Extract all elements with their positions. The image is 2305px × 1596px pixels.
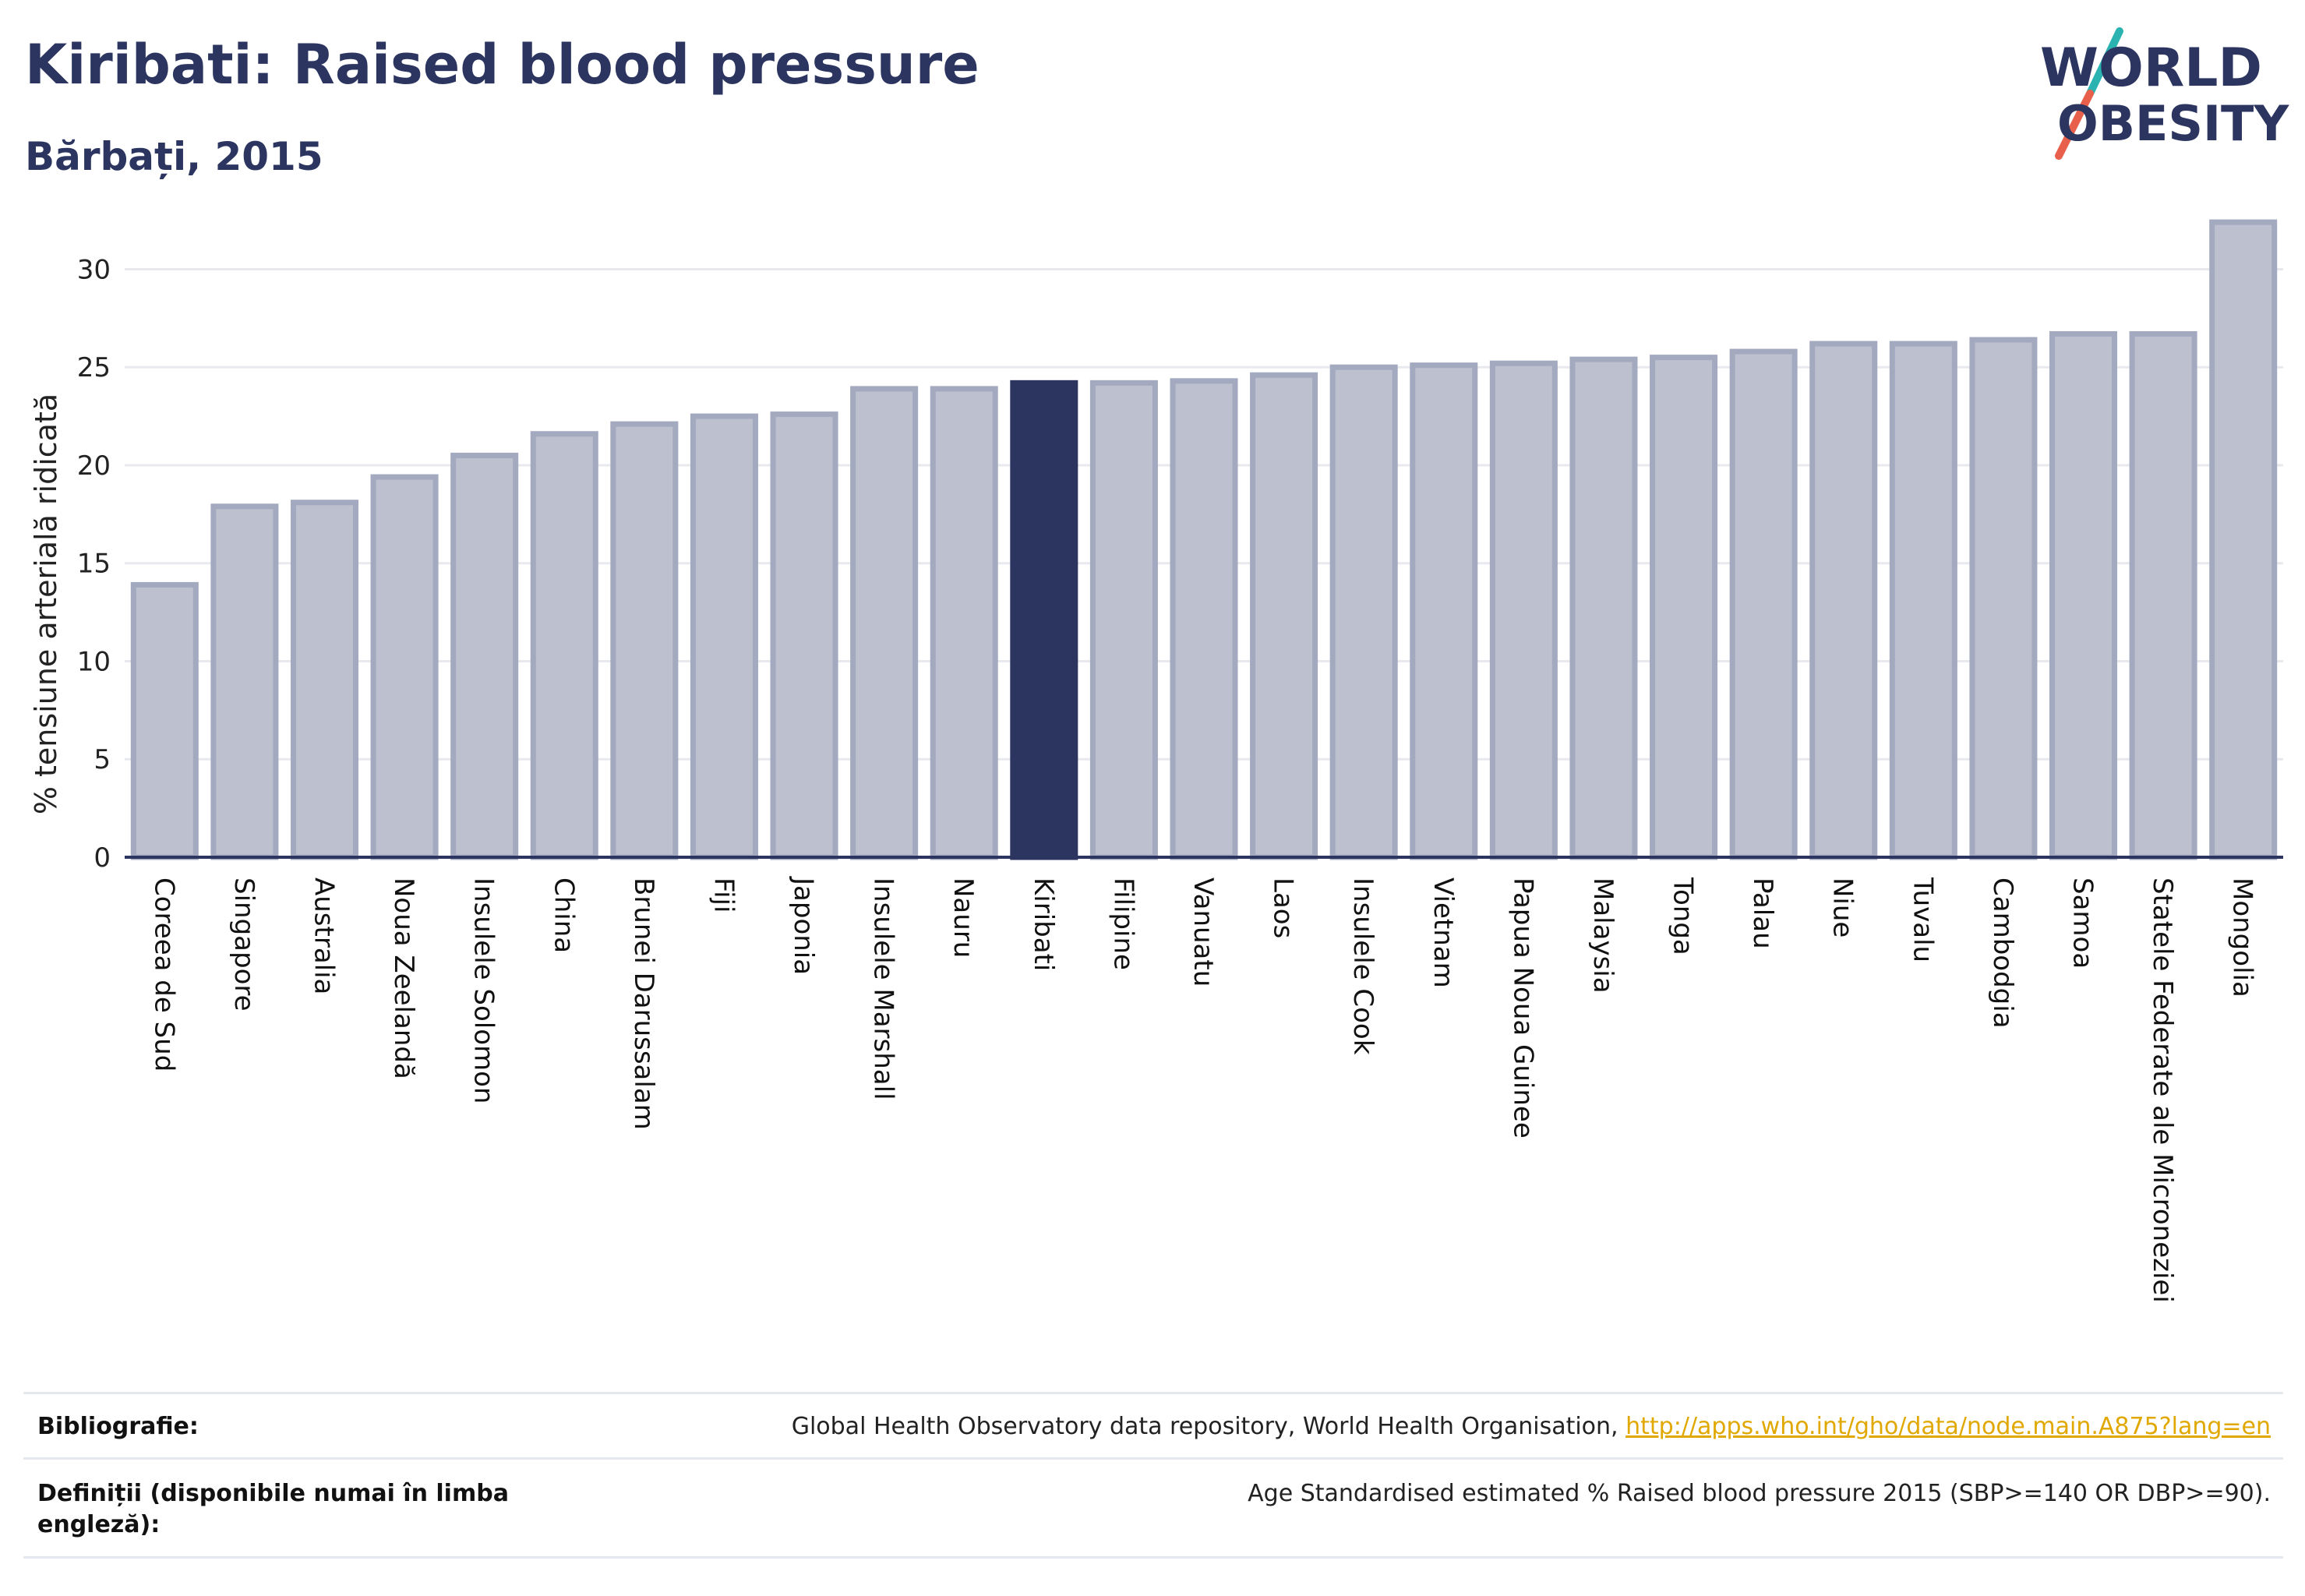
world-obesity-logo: WORLD OBESITY	[2040, 27, 2289, 160]
bar-filipine	[1089, 380, 1158, 860]
bibliography-text: Global Health Observatory data repositor…	[791, 1413, 1618, 1440]
y-tick-label: 30	[77, 254, 111, 285]
page-subtitle: Bărbați, 2015	[25, 134, 323, 179]
bar-singapore	[210, 503, 279, 860]
y-tick-label: 15	[77, 549, 111, 580]
bars	[130, 219, 2278, 860]
x-tick-label: Filipine	[1107, 877, 1138, 970]
logo-slash-teal	[2086, 27, 2123, 97]
definitions-row: Definiții (disponibile numai în limba en…	[23, 1457, 2283, 1559]
definitions-label: Definiții (disponibile numai în limba en…	[37, 1480, 509, 1538]
x-tick-label: Niue	[1827, 877, 1858, 937]
y-tick-label: 10	[77, 646, 111, 677]
x-tick-label: Tonga	[1668, 877, 1699, 955]
y-axis-label: % tensiune arterială ridicată	[29, 394, 63, 814]
bar-palau	[1729, 348, 1798, 860]
bar-japonia	[770, 411, 838, 860]
bar-kiribati	[1010, 380, 1078, 860]
y-tick-label: 20	[77, 450, 111, 482]
page-title: Kiribati: Raised blood pressure	[25, 33, 980, 97]
bar-china	[530, 431, 598, 860]
x-tick-label: Vanuatu	[1188, 877, 1219, 987]
bar-niue	[1809, 341, 1878, 860]
definitions-value: Age Standardised estimated % Raised bloo…	[1248, 1480, 2271, 1507]
x-tick-label: Insulele Marshall	[868, 877, 899, 1100]
bar-cambodgia	[1969, 337, 2038, 860]
bar-samoa	[2049, 330, 2118, 860]
x-tick-label: China	[548, 877, 579, 953]
bar-laos	[1250, 372, 1318, 860]
y-tick-label: 0	[94, 842, 111, 874]
x-tick-label: Cambodgia	[1987, 877, 2018, 1029]
x-tick-label: Australia	[308, 877, 339, 994]
bar-brunei-darussalam	[610, 421, 679, 860]
x-tick-label: Laos	[1268, 877, 1299, 938]
bar-fiji	[690, 413, 758, 860]
bibliography-value: Global Health Observatory data repositor…	[792, 1411, 2271, 1442]
bar-vanuatu	[1170, 378, 1238, 860]
bar-mongolia	[2209, 219, 2278, 860]
bar-malaysia	[1569, 356, 1638, 860]
x-tick-label: Insulele Cook	[1347, 877, 1378, 1055]
x-tick-label: Japonia	[788, 876, 819, 975]
y-tick-label: 5	[94, 744, 111, 775]
x-tick-label: Mongolia	[2227, 877, 2258, 998]
bibliography-row: Bibliografie: Global Health Observatory …	[23, 1392, 2283, 1460]
bar-insulele-marshall	[850, 386, 919, 860]
x-tick-label: Kiribati	[1028, 877, 1059, 971]
x-tick-label: Insulele Solomon	[468, 877, 499, 1103]
logo-line1: WORLD	[2040, 37, 2262, 99]
x-tick-label: Vietnam	[1428, 877, 1459, 988]
bar-insulele-solomon	[450, 452, 519, 860]
bar-tonga	[1650, 355, 1718, 860]
x-tick-label: Tuvalu	[1907, 877, 1938, 962]
x-tick-label: Statele Federate ale Microneziei	[2147, 877, 2178, 1303]
bar-papua-noua-guinee	[1489, 360, 1558, 860]
x-tick-label: Fiji	[708, 877, 739, 913]
y-tick-label: 25	[77, 352, 111, 383]
logo-slash-red	[2055, 90, 2094, 160]
x-tick-label: Noua Zeelandă	[388, 877, 419, 1079]
x-tick-label: Nauru	[948, 877, 979, 958]
bibliography-link[interactable]: http://apps.who.int/gho/data/node.main.A…	[1626, 1413, 2271, 1440]
x-tick-label: Palau	[1747, 877, 1778, 949]
x-tick-labels: Coreea de Sud Singapore Australia Noua Zeel…	[148, 876, 2257, 1303]
bar-nauru	[930, 386, 998, 860]
y-tick-labels: 0 5 10 15 20 25 30	[77, 254, 111, 874]
bar-statele-federate-ale-microneziei	[2129, 330, 2197, 860]
bar-coreea-de-sud	[130, 581, 199, 860]
x-tick-label: Brunei Darussalam	[628, 877, 659, 1130]
x-tick-label: Coreea de Sud	[148, 877, 179, 1072]
bar-australia	[290, 500, 358, 860]
bibliography-label: Bibliografie:	[37, 1413, 199, 1440]
bar-tuvalu	[1889, 341, 1957, 860]
logo-line2: OBESITY	[2057, 95, 2289, 152]
bar-noua-zeelandă	[370, 474, 439, 860]
bar-insulele-cook	[1329, 364, 1398, 860]
x-tick-label: Malaysia	[1587, 877, 1618, 994]
bar-chart: 0 5 10 15 20 25 30 Coreea de Sud Singapore Austr…	[29, 219, 2283, 1303]
x-tick-label: Samoa	[2067, 877, 2099, 969]
x-tick-label: Papua Noua Guinee	[1507, 877, 1538, 1139]
x-tick-label: Singapore	[228, 877, 259, 1012]
bar-vietnam	[1410, 362, 1478, 860]
